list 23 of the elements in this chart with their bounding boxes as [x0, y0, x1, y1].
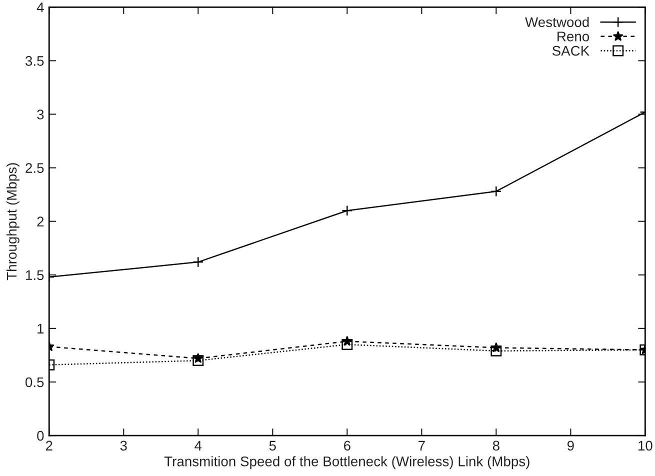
y-tick-label: 0	[37, 430, 44, 441]
legend-label: Reno	[558, 32, 590, 42]
x-tick-label: 6	[344, 440, 350, 451]
x-tick-label: 8	[492, 440, 500, 451]
y-axis-title: Throughput (Mbps)	[6, 163, 20, 280]
x-tick-label: 9	[567, 440, 574, 451]
x-tick-label: 4	[194, 440, 202, 450]
y-tick-label: 0.5	[26, 377, 44, 388]
x-axis-title: Transmition Speed of the Bottleneck (Wireless) Link (Mbps)	[164, 456, 530, 470]
y-tick-label: 3	[37, 110, 44, 120]
x-tick-label: 5	[269, 440, 276, 451]
x-tick-label: 2	[46, 440, 52, 450]
y-tick-label: 2	[37, 216, 44, 226]
x-tick-label: 3	[120, 440, 127, 451]
x-tick-label: 10	[638, 440, 652, 451]
y-tick-label: 2.5	[26, 163, 44, 173]
legend-label: Westwood	[525, 16, 589, 28]
x-tick-label: 7	[418, 440, 425, 450]
legend-label: SACK	[552, 46, 590, 56]
y-tick-label: 3.5	[25, 56, 44, 66]
y-tick-label: 1	[38, 324, 44, 334]
y-tick-label: 4	[36, 2, 44, 12]
y-tick-label: 1.5	[26, 270, 44, 280]
